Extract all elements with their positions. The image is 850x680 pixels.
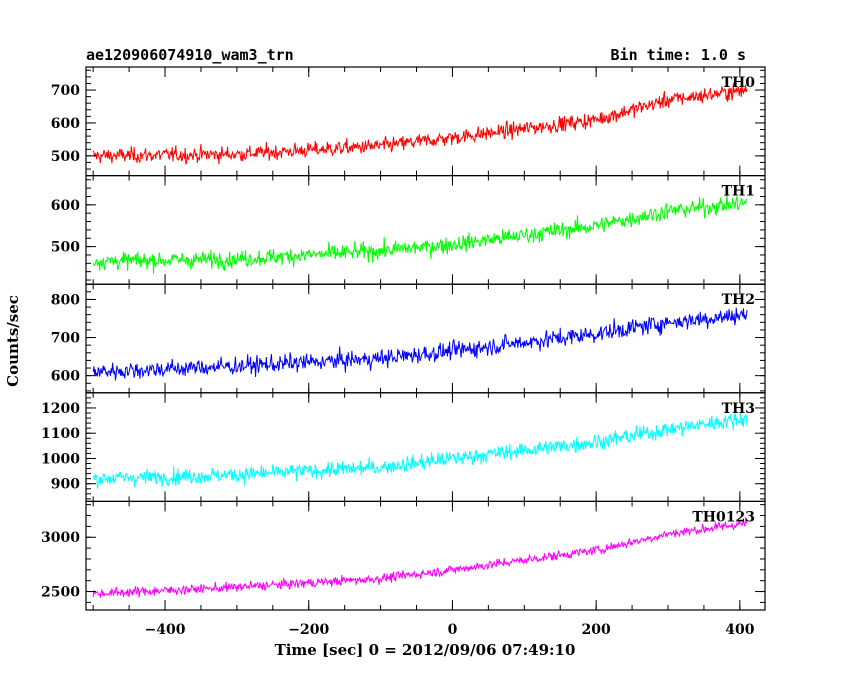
series-line-th0 bbox=[92, 82, 748, 166]
x-axis-title: Time [sec] 0 = 2012/09/06 07:49:10 bbox=[275, 641, 576, 659]
panel-label-th0: TH0 bbox=[722, 75, 756, 91]
y-tick-label: 700 bbox=[51, 83, 80, 99]
panel-th3: 900 1000 1100 1200 TH3 bbox=[41, 392, 766, 502]
bin-time-label: Bin time: 1.0 s bbox=[611, 46, 746, 64]
panel-label-th0123: TH0123 bbox=[692, 509, 755, 525]
panel-label-th1: TH1 bbox=[722, 184, 755, 200]
panel-frame bbox=[85, 392, 766, 502]
panel-th2: 600 700 800 TH2 bbox=[51, 283, 766, 394]
panel-label-th2: TH2 bbox=[722, 292, 755, 308]
series-line-th2 bbox=[92, 307, 748, 381]
y-tick-label: 500 bbox=[51, 240, 80, 256]
panels-group: 500 600 700 TH0 500 600 TH1 600 700 800 TH2 900 1000… bbox=[41, 66, 766, 638]
y-axis-title: Counts/sec bbox=[4, 295, 22, 387]
x-tick-label: −200 bbox=[288, 622, 329, 638]
x-tick-label: 0 bbox=[448, 622, 458, 638]
y-tick-label: 700 bbox=[51, 331, 80, 347]
y-tick-label: 600 bbox=[51, 369, 80, 385]
y-tick-label: 600 bbox=[51, 116, 80, 132]
series-line-th0123 bbox=[92, 517, 748, 598]
y-tick-label: 1000 bbox=[41, 451, 80, 467]
y-tick-label: 1200 bbox=[41, 401, 80, 417]
panel-th1: 500 600 TH1 bbox=[51, 175, 766, 285]
y-tick-label: 900 bbox=[51, 477, 80, 493]
x-tick-label: 400 bbox=[725, 622, 754, 638]
panel-th0: 500 600 700 TH0 bbox=[51, 66, 766, 177]
panel-frame bbox=[85, 500, 766, 611]
series-line-th1 bbox=[92, 193, 748, 274]
y-tick-label: 1100 bbox=[41, 426, 80, 442]
x-tick-label: −400 bbox=[145, 622, 186, 638]
panel-th0123: 2500 3000 TH0123 bbox=[41, 500, 766, 611]
y-tick-label: 500 bbox=[51, 149, 80, 165]
panel-label-th3: TH3 bbox=[722, 401, 755, 417]
y-tick-label: 600 bbox=[51, 198, 80, 214]
panel-frame bbox=[85, 175, 766, 285]
y-tick-label: 3000 bbox=[41, 530, 80, 546]
x-tick-label: 200 bbox=[582, 622, 611, 638]
y-tick-label: 2500 bbox=[41, 585, 80, 601]
source-title: ae120906074910_wam3_trn bbox=[86, 46, 294, 64]
y-tick-label: 800 bbox=[51, 292, 80, 308]
series-line-th3 bbox=[92, 412, 748, 489]
panel-frame bbox=[85, 283, 766, 394]
